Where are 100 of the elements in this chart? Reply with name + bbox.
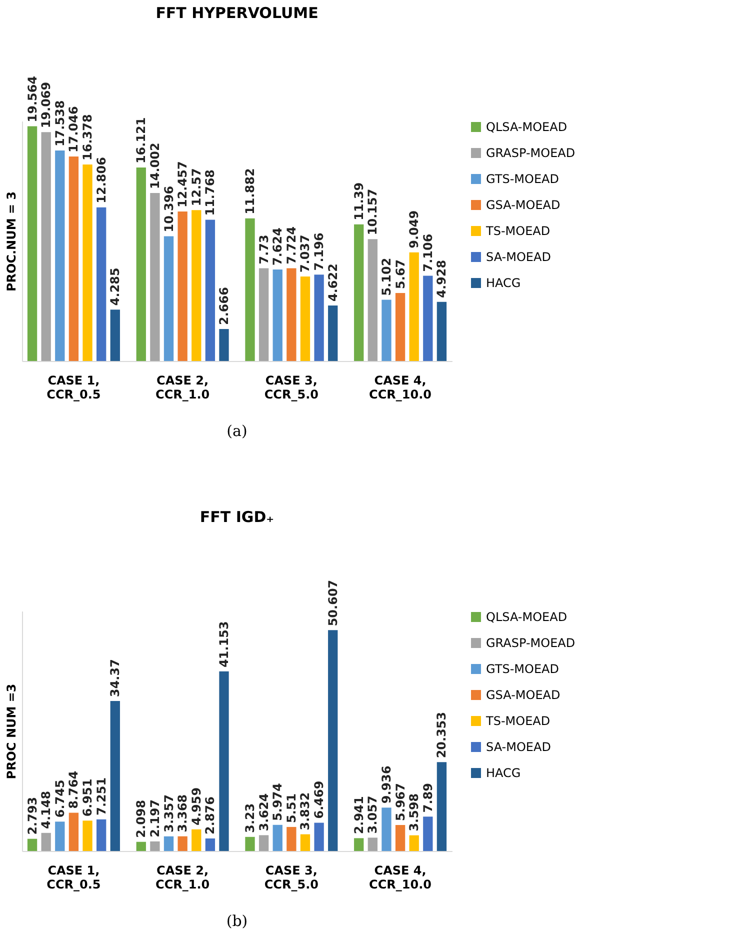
bar [55, 150, 65, 361]
data-label: 3.057 [366, 796, 380, 834]
bar [27, 126, 38, 361]
data-label: 20.353 [434, 712, 449, 758]
bar [150, 841, 160, 851]
data-label: 16.378 [80, 114, 95, 160]
bar [164, 236, 174, 361]
data-label: 4.959 [189, 787, 204, 826]
legend-label: SA-MOEAD [486, 250, 551, 264]
data-label: 7.251 [94, 777, 108, 816]
bar [286, 268, 296, 361]
data-label: 3.357 [162, 794, 176, 832]
bar [192, 829, 202, 851]
legend-label: HACG [486, 766, 521, 780]
data-label: 12.57 [189, 168, 204, 206]
bar [110, 701, 120, 851]
bar [328, 630, 338, 851]
data-label: 3.598 [407, 793, 422, 832]
bar [368, 239, 378, 361]
bar [136, 842, 146, 851]
data-label: 6.469 [312, 780, 326, 819]
data-label: 8.764 [66, 770, 81, 809]
bar [436, 762, 447, 851]
bar [423, 276, 433, 361]
data-label: 10.396 [162, 186, 176, 232]
bar [219, 329, 229, 361]
text: (a) [226, 422, 248, 440]
data-label: 17.046 [66, 106, 81, 152]
legend-label: SA-MOEAD [486, 740, 551, 754]
bar [314, 822, 324, 851]
data-label: 16.121 [134, 117, 148, 164]
bar [219, 671, 229, 851]
y-axis-title: PROC NUM =3 [4, 684, 18, 780]
bar [423, 816, 433, 851]
data-label: 2.941 [352, 796, 366, 834]
legend-label: GRASP-MOEAD [486, 146, 576, 160]
bar [368, 838, 378, 851]
bar [409, 252, 419, 361]
bar [382, 808, 392, 851]
data-label: 50.607 [326, 580, 340, 626]
data-label: 4.928 [434, 260, 449, 298]
x-tick-label: CASE 3, CCR_5.0 [264, 374, 318, 402]
bar [27, 838, 38, 851]
data-label: 4.622 [326, 264, 340, 302]
data-label: 12.457 [176, 161, 190, 208]
legend-label: TS-MOEAD [485, 714, 550, 728]
data-label: 7.037 [298, 234, 312, 273]
data-label: 19.564 [25, 76, 40, 122]
bar [150, 192, 160, 361]
data-label: 11.768 [203, 169, 218, 216]
data-label: 19.069 [39, 82, 54, 128]
bar [164, 836, 174, 851]
x-tick-label: CASE 4, CCR_10.0 [369, 374, 432, 402]
bar [354, 224, 364, 361]
bar [354, 838, 364, 851]
bar [205, 220, 216, 361]
bar [68, 812, 79, 851]
bar [136, 168, 146, 361]
text: (b) [226, 912, 248, 930]
bar [300, 276, 310, 361]
bar [286, 826, 296, 851]
data-label: 7.196 [312, 232, 326, 271]
data-label: 3.368 [176, 794, 190, 832]
bar [82, 164, 92, 361]
data-label: 7.724 [284, 226, 298, 264]
data-label: 34.37 [108, 659, 122, 698]
data-label: 3.832 [298, 792, 312, 830]
data-label: 7.89 [420, 782, 435, 813]
data-label: 5.967 [393, 782, 408, 821]
data-label: 2.666 [217, 287, 231, 326]
x-tick-label: CASE 2, CCR_1.0 [156, 374, 210, 402]
x-tick-label: CASE 4, CCR_10.0 [369, 864, 432, 892]
legend-label: GSA-MOEAD [486, 688, 560, 702]
bar [96, 819, 106, 851]
legend-label: GSA-MOEAD [486, 198, 560, 212]
legend-label: GRASP-MOEAD [486, 636, 576, 650]
data-label: 6.745 [52, 780, 67, 818]
data-label: 3.23 [243, 803, 257, 833]
bar [205, 838, 216, 851]
bar [395, 824, 406, 851]
bar [314, 274, 324, 361]
data-label: 3.624 [256, 793, 271, 832]
bar [110, 310, 120, 361]
bar [82, 820, 92, 851]
y-axis-title: PROC.NUM = 3 [4, 191, 18, 292]
legend-label: GTS-MOEAD [486, 662, 559, 676]
bar [272, 824, 282, 851]
bar [258, 835, 269, 851]
data-label: 4.285 [108, 268, 122, 306]
bar [245, 836, 255, 851]
legend-label: TS-MOEAD [485, 224, 550, 238]
data-label: 7.73 [256, 234, 271, 264]
x-tick-label: CASE 2, CCR_1.0 [156, 864, 210, 892]
x-tick-label: CASE 1, CCR_0.5 [46, 864, 101, 892]
bar [272, 270, 282, 361]
data-label: 7.624 [270, 228, 285, 266]
bar [96, 207, 106, 361]
bar [382, 300, 392, 361]
bar [409, 835, 419, 851]
bar [395, 292, 406, 361]
